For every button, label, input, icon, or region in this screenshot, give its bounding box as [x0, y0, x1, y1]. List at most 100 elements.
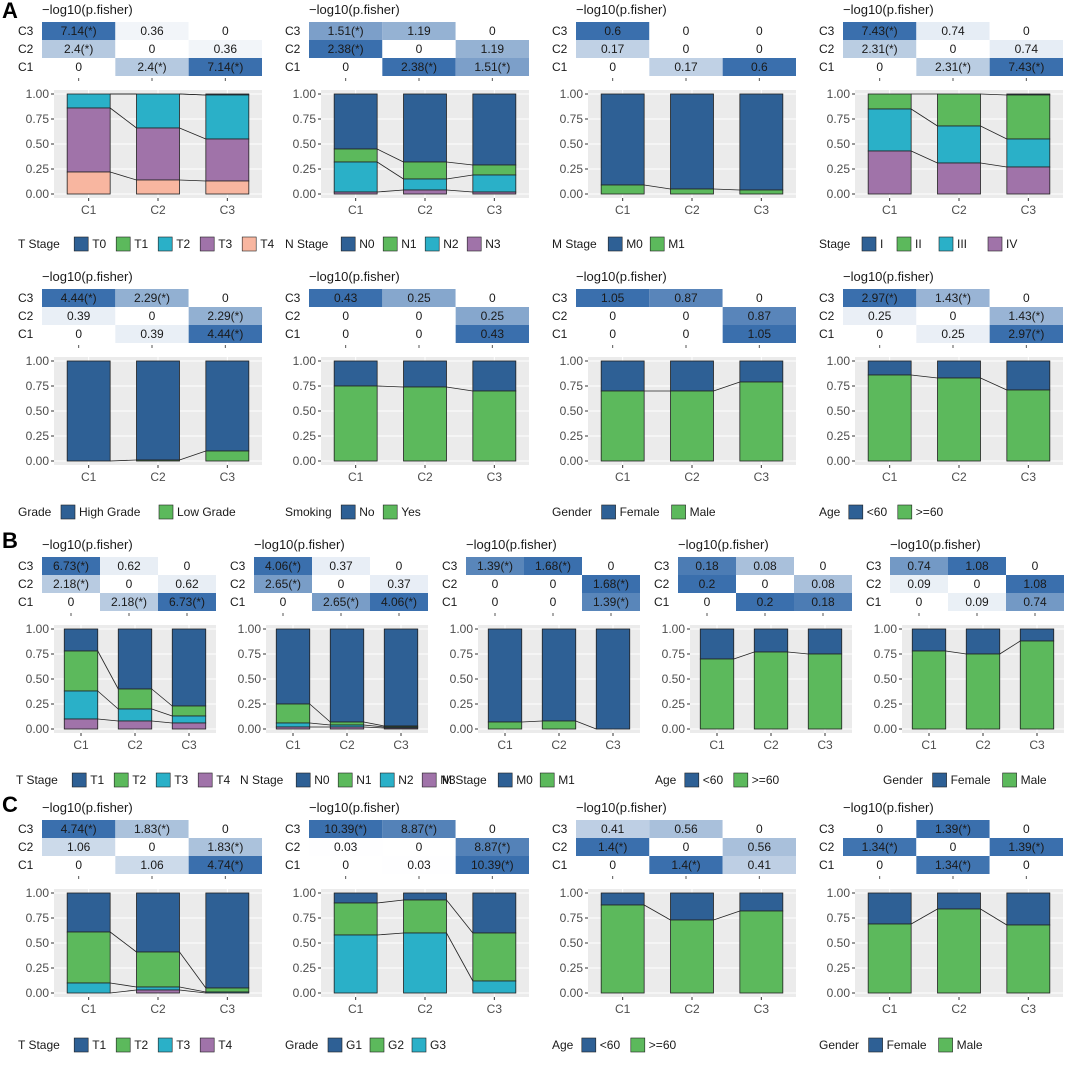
y-tick-label: 1.00	[827, 87, 851, 101]
heatmap-cell	[649, 40, 723, 58]
x-tick-label: C1	[81, 1002, 97, 1016]
heatmap-row-label: C2	[654, 577, 670, 591]
y-tick-label: 0.50	[238, 672, 262, 686]
y-tick-label: 1.00	[293, 354, 317, 368]
legend-label: T1	[90, 773, 104, 787]
bar-segment	[403, 178, 447, 191]
connector-line	[97, 718, 119, 722]
heatmap-cell-value: 0	[1023, 24, 1030, 38]
heatmap-cell-value: 2.18(*)	[111, 595, 147, 609]
bar-segment	[171, 628, 207, 707]
legend-label: M1	[558, 773, 575, 787]
connector-line	[363, 724, 385, 728]
heatmap-cell	[576, 58, 650, 76]
x-tick-label: C3	[220, 470, 236, 484]
connector-line	[179, 179, 206, 182]
x-tick-label: C3	[181, 738, 197, 752]
heatmap-title: −log10(p.fisher)	[309, 800, 400, 815]
legend: Gender Female Male	[552, 504, 716, 520]
y-tick-label: 0.50	[26, 137, 50, 151]
heatmap-cell-value: 4.44(*)	[61, 291, 97, 305]
y-tick-label: 0.75	[238, 647, 262, 661]
heatmap-cell	[678, 575, 736, 593]
heatmap-cell	[843, 325, 917, 343]
connector-line	[179, 93, 206, 96]
heatmap-cell-value: 7.14(*)	[61, 24, 97, 38]
legend-swatch	[421, 772, 437, 788]
heatmap-row-label: C1	[654, 595, 670, 609]
heatmap-cell	[649, 820, 723, 838]
panel-A1: −log10(p.fisher) C3 7.14(*) 0.36 0 C2 2.4(*) 0 0…	[18, 2, 275, 252]
connector-line	[110, 459, 137, 462]
heatmap-cell	[989, 325, 1063, 343]
heatmap-cell	[382, 289, 456, 307]
heatmap-cell-value: 6.73(*)	[169, 595, 205, 609]
heatmap-cell	[722, 22, 796, 40]
heatmap-cell-value: 1.05	[601, 291, 625, 305]
bar-segment	[472, 360, 517, 392]
x-tick-label: C1	[882, 1002, 898, 1016]
heatmap-row-label: C1	[866, 595, 882, 609]
bar-segment	[66, 171, 111, 195]
legend-label: N2	[443, 237, 459, 251]
heatmap-row-label: C2	[18, 42, 34, 56]
heatmap-cell-value: 0	[489, 291, 496, 305]
heatmap-cell	[455, 58, 529, 76]
y-tick-label: 0.25	[662, 697, 686, 711]
y-tick-label: 0.25	[560, 429, 584, 443]
y-tick-label: 1.00	[238, 622, 262, 636]
legend-label: Female	[887, 1038, 927, 1052]
x-tick-label: C1	[81, 203, 97, 217]
heatmap-cell	[158, 575, 216, 593]
heatmap-cell	[576, 22, 650, 40]
heatmap-cell	[890, 575, 948, 593]
y-tick-label: 0.50	[293, 936, 317, 950]
heatmap-cell-value: 0.39	[67, 309, 91, 323]
heatmap-cell	[916, 325, 990, 343]
heatmap-cell	[382, 838, 456, 856]
connector-line	[446, 189, 473, 193]
heatmap-title: −log10(p.fisher)	[576, 269, 667, 284]
y-tick-label: 0.50	[26, 672, 50, 686]
heatmap-cell-value: 0	[550, 577, 557, 591]
connector-line	[110, 171, 137, 181]
legend-label: III	[957, 237, 967, 251]
legend: M Stage M0 M1	[552, 236, 685, 252]
legend-swatch	[848, 504, 864, 520]
heatmap-cell-value: 0	[126, 577, 133, 591]
heatmap-row-label: C2	[285, 42, 301, 56]
heatmap-cell	[382, 307, 456, 325]
y-tick-label: 0.00	[827, 986, 851, 1000]
heatmap-cell-value: 0	[876, 858, 883, 872]
legend-label: N1	[356, 773, 372, 787]
heatmap-row-label: C3	[230, 559, 246, 573]
heatmap-cell	[115, 820, 189, 838]
legend-swatch	[369, 1037, 385, 1053]
section-letter-A: A	[2, 0, 18, 23]
bar-segment	[937, 125, 981, 164]
legend-swatch	[340, 504, 356, 520]
heatmap-cell	[649, 289, 723, 307]
y-tick-label: 0.00	[26, 187, 50, 201]
x-tick-label: C2	[951, 470, 967, 484]
heatmap-cell-value: 1.06	[67, 840, 91, 854]
heatmap-title: −log10(p.fisher)	[843, 800, 934, 815]
legend-label: No	[359, 505, 375, 519]
x-tick-label: C3	[487, 203, 503, 217]
x-tick-label: C2	[417, 1002, 433, 1016]
heatmap-cell	[312, 557, 370, 575]
heatmap-cell	[916, 856, 990, 874]
connector-line	[97, 690, 119, 710]
connector-line	[377, 932, 404, 936]
connector-line	[446, 899, 474, 934]
bar-segment	[383, 727, 419, 730]
bar-segment	[937, 892, 981, 910]
heatmap-cell-value: 0.74	[1023, 595, 1047, 609]
bar-segment	[472, 164, 517, 176]
heatmap-cell	[649, 307, 723, 325]
heatmap-cell-value: 1.43(*)	[935, 291, 971, 305]
bar-segment	[472, 191, 517, 195]
heatmap-cell-value: 2.4(*)	[64, 42, 93, 56]
heatmap-cell	[1006, 575, 1064, 593]
x-tick-label: C1	[348, 1002, 364, 1016]
